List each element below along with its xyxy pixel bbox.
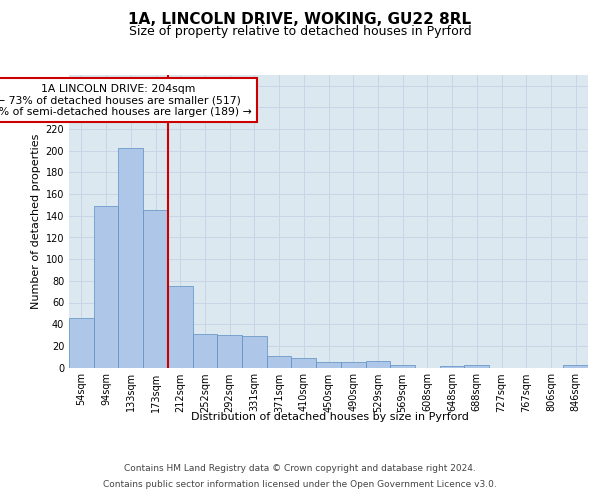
Bar — [94, 206, 118, 368]
Text: 1A LINCOLN DRIVE: 204sqm
← 73% of detached houses are smaller (517)
27% of semi-: 1A LINCOLN DRIVE: 204sqm ← 73% of detach… — [0, 84, 252, 117]
Bar — [217, 335, 242, 368]
Text: Contains HM Land Registry data © Crown copyright and database right 2024.: Contains HM Land Registry data © Crown c… — [124, 464, 476, 473]
Bar — [193, 334, 217, 368]
Bar — [341, 362, 365, 368]
Text: Distribution of detached houses by size in Pyrford: Distribution of detached houses by size … — [191, 412, 469, 422]
Bar — [440, 366, 464, 368]
Bar — [69, 318, 94, 368]
Bar — [464, 366, 489, 368]
Y-axis label: Number of detached properties: Number of detached properties — [31, 134, 41, 309]
Bar — [267, 356, 292, 368]
Bar — [118, 148, 143, 368]
Bar — [563, 366, 588, 368]
Text: 1A, LINCOLN DRIVE, WOKING, GU22 8RL: 1A, LINCOLN DRIVE, WOKING, GU22 8RL — [128, 12, 472, 28]
Bar — [168, 286, 193, 368]
Bar — [390, 366, 415, 368]
Bar — [292, 358, 316, 368]
Bar — [143, 210, 168, 368]
Bar — [365, 361, 390, 368]
Bar — [316, 362, 341, 368]
Text: Size of property relative to detached houses in Pyrford: Size of property relative to detached ho… — [128, 25, 472, 38]
Text: Contains public sector information licensed under the Open Government Licence v3: Contains public sector information licen… — [103, 480, 497, 489]
Bar — [242, 336, 267, 368]
